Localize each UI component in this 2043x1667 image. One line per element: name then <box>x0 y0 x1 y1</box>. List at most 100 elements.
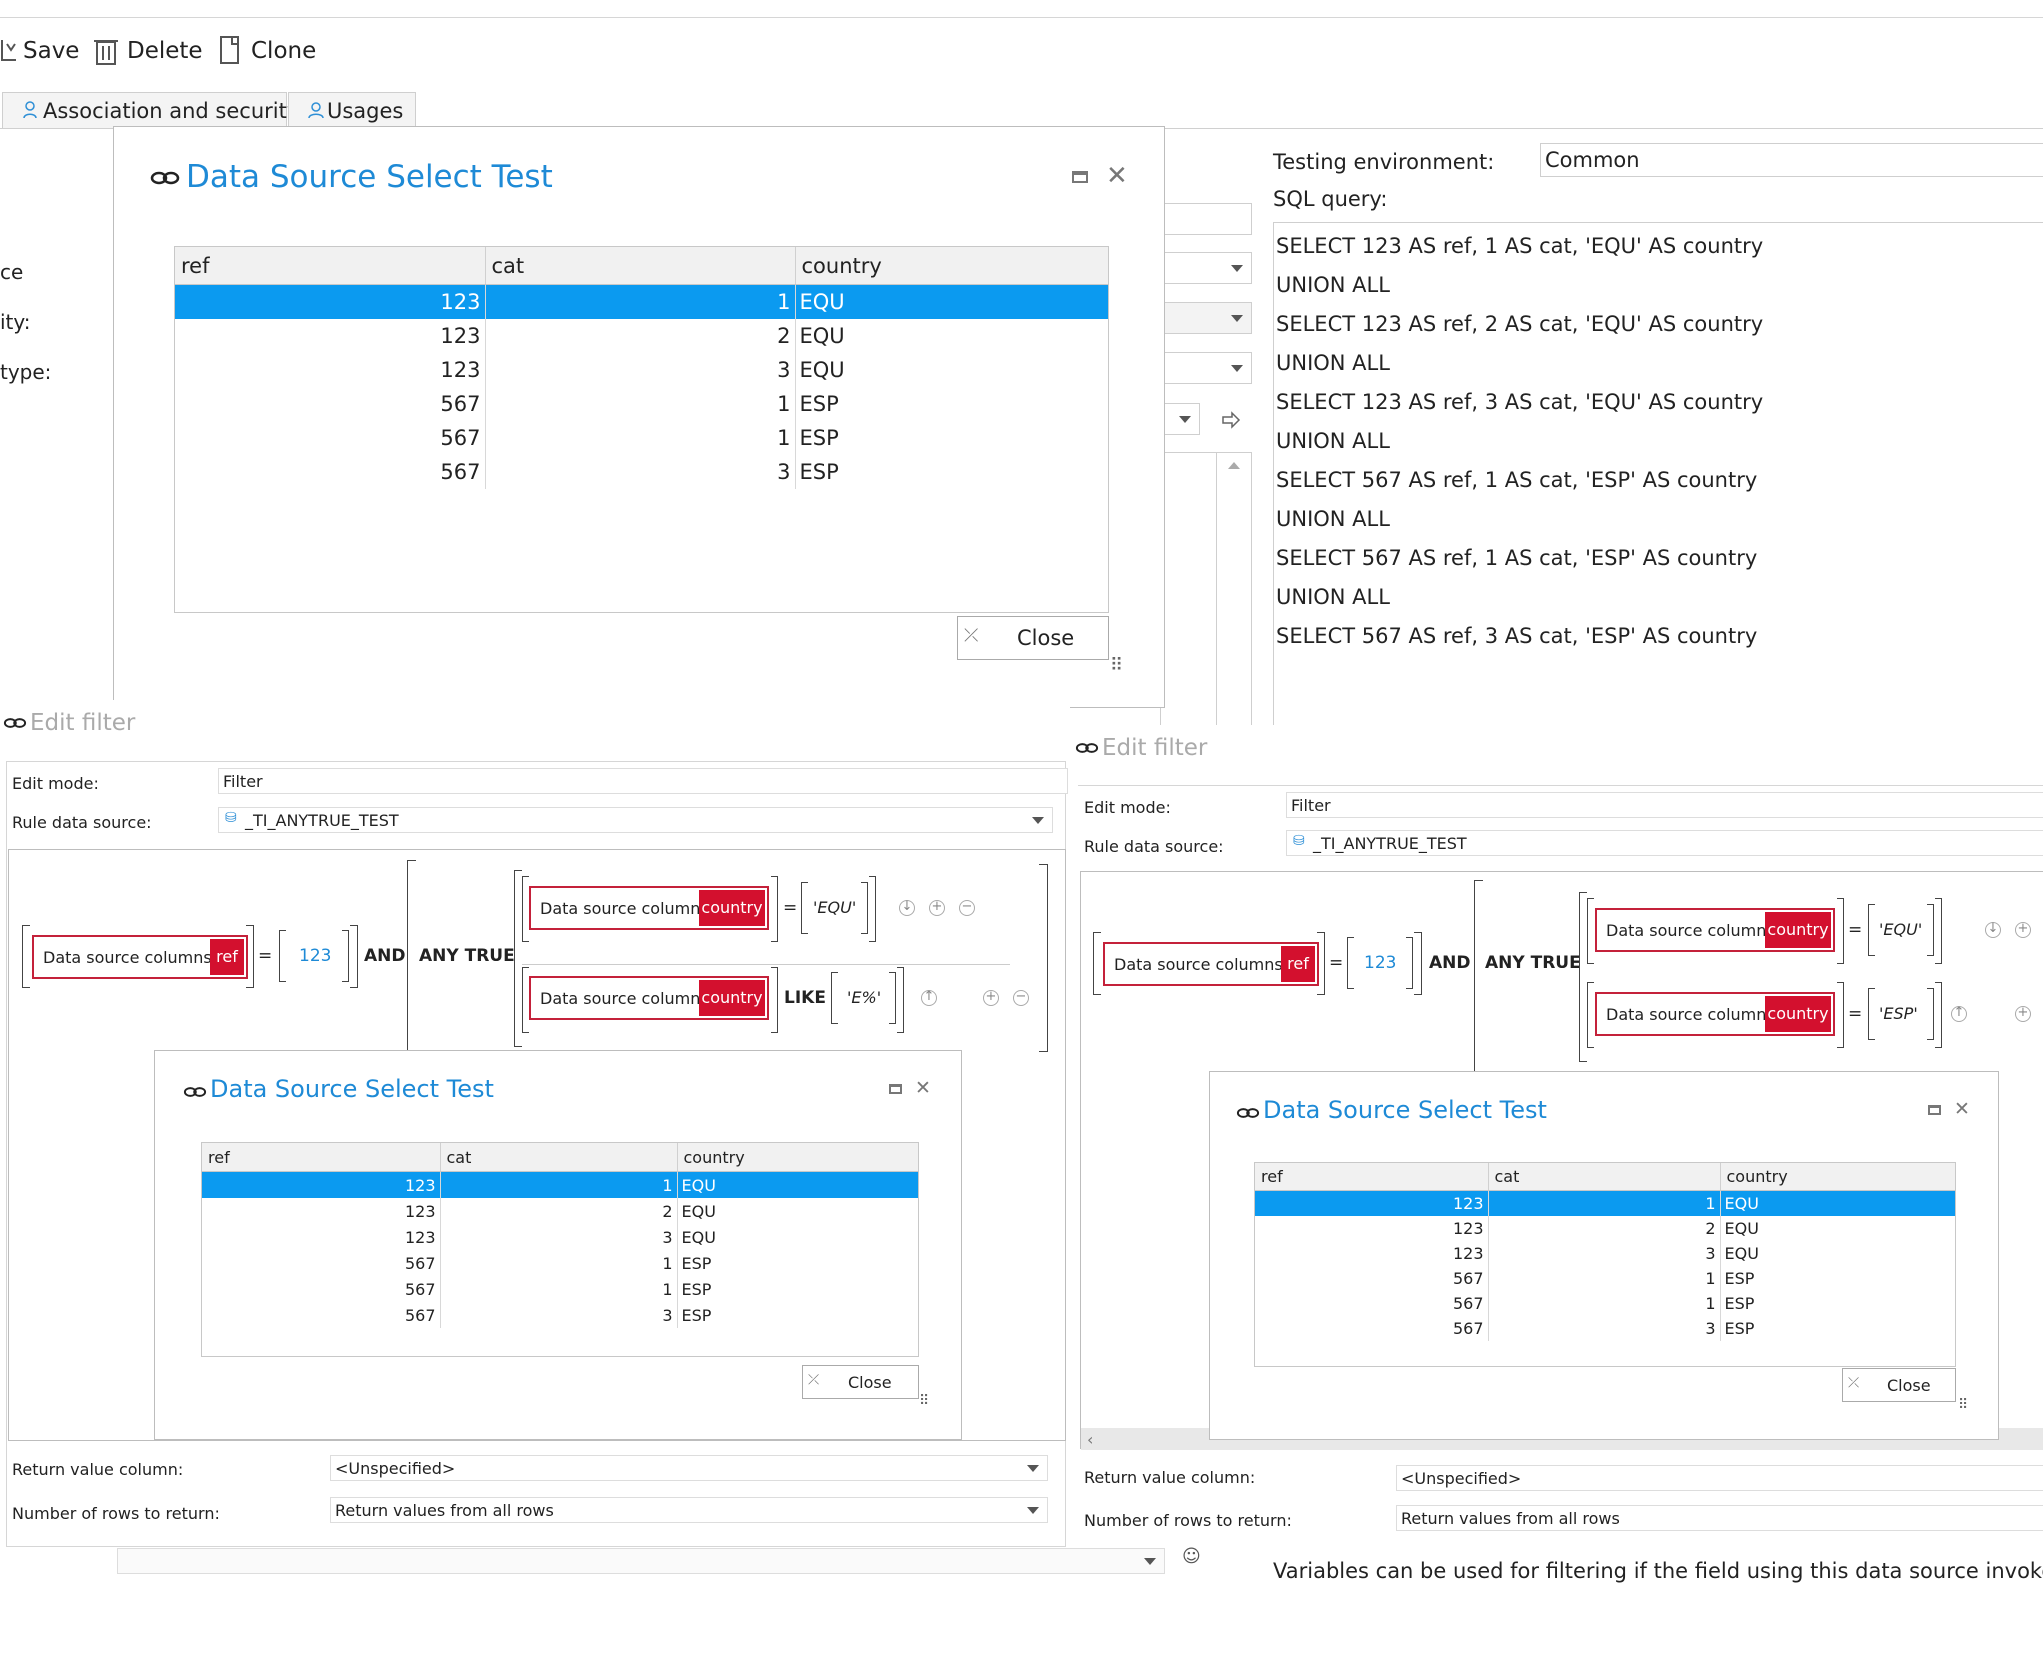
add-icon[interactable]: + <box>2015 1006 2031 1022</box>
bg-bottom-dropdown[interactable] <box>117 1548 1165 1574</box>
close-icon[interactable]: ✕ <box>915 1077 931 1099</box>
bg-dropdown-4[interactable] <box>1160 403 1200 435</box>
tab-usages[interactable]: Usages <box>288 92 416 128</box>
table-cell: EQU <box>795 319 1108 353</box>
close-button-label: Close <box>848 1373 892 1392</box>
bg-dropdown-3[interactable] <box>1160 352 1252 384</box>
bg-dropdown-1[interactable] <box>1160 252 1252 284</box>
value-e-percent[interactable]: 'E%' <box>847 988 882 1007</box>
move-up-icon[interactable]: ↑ <box>1951 1006 1967 1022</box>
table-row[interactable]: 123 3 EQU <box>175 353 1108 387</box>
sql-query-editor[interactable] <box>1273 222 2043 734</box>
rule-source-dropdown[interactable]: ⛁ _TI_ANYTRUE_TEST <box>218 807 1053 833</box>
table-row[interactable]: 567 1 ESP <box>202 1276 918 1302</box>
column-header-ref[interactable]: ref <box>175 247 486 285</box>
maximize-icon[interactable] <box>889 1084 902 1094</box>
value-123[interactable]: 123 <box>1364 953 1397 973</box>
value-esp[interactable]: 'ESP' <box>1879 1004 1918 1023</box>
value-123[interactable]: 123 <box>299 946 332 966</box>
table-row[interactable]: 567 3 ESP <box>202 1302 918 1328</box>
table-row[interactable]: 123 3 EQU <box>202 1224 918 1250</box>
edit-mode-field[interactable]: Filter <box>218 768 1068 794</box>
table-row[interactable]: 123 1 EQU <box>1255 1190 1955 1216</box>
add-icon[interactable]: + <box>929 900 945 916</box>
table-row[interactable]: 567 3 ESP <box>1255 1316 1955 1341</box>
bg-list-area[interactable] <box>1160 452 1252 732</box>
rule-source-dropdown[interactable]: ⛁ _TI_ANYTRUE_TEST <box>1286 830 2043 856</box>
tab-association-security[interactable]: Association and security <box>2 92 299 128</box>
results-grid[interactable]: ref cat country 123 1 EQU 123 2 EQU 123 3 EQU 567 1 ES… <box>1254 1162 1956 1367</box>
table-row[interactable]: 123 1 EQU <box>202 1171 918 1198</box>
clone-button[interactable]: Clone <box>218 34 323 70</box>
add-icon[interactable]: + <box>983 990 999 1006</box>
bg-dropdown-2[interactable] <box>1160 302 1252 334</box>
resize-grip-icon[interactable]: ⠿ <box>1958 1397 1969 1413</box>
scroll-left-icon[interactable]: ‹ <box>1087 1430 1094 1449</box>
column-header-country[interactable]: country <box>795 247 1108 285</box>
column-header-cat[interactable]: cat <box>1488 1163 1721 1191</box>
chip-label: Data source columns <box>1114 955 1283 974</box>
bg-field-1[interactable] <box>1160 203 1252 235</box>
maximize-icon[interactable] <box>1072 171 1088 183</box>
column-header-country[interactable]: country <box>1720 1163 1955 1191</box>
resize-grip-icon[interactable]: ⠿ <box>919 1393 930 1409</box>
chip-data-source-columns-country-1[interactable]: Data source columns country <box>529 886 769 930</box>
column-header-ref[interactable]: ref <box>202 1143 441 1172</box>
scroll-up-icon[interactable] <box>1228 462 1240 469</box>
table-cell: 1 <box>485 284 796 319</box>
results-grid[interactable]: ref cat country 123 1 EQU 123 2 EQU 123 3 EQU 567 1 ES… <box>201 1142 919 1357</box>
column-header-ref[interactable]: ref <box>1255 1163 1489 1191</box>
results-grid[interactable]: ref cat country 123 1 EQU 123 2 EQU 123 3 EQU 567 1 ES… <box>174 246 1109 613</box>
chip-data-source-columns-ref[interactable]: Data source columns ref <box>1103 942 1319 986</box>
save-button[interactable]: Save <box>0 34 79 70</box>
delete-button[interactable]: Delete <box>93 34 203 70</box>
table-row[interactable]: 123 2 EQU <box>1255 1216 1955 1241</box>
return-column-dropdown[interactable]: <Unspecified> <box>330 1455 1048 1481</box>
table-row[interactable]: 123 2 EQU <box>202 1198 918 1224</box>
table-row[interactable]: 567 1 ESP <box>1255 1266 1955 1291</box>
column-header-cat[interactable]: cat <box>440 1143 678 1172</box>
smiley-icon[interactable]: ☺ <box>1182 1546 1201 1567</box>
table-cell: ESP <box>677 1302 918 1328</box>
link-icon <box>1236 1108 1260 1118</box>
testing-env-field[interactable]: Common <box>1540 143 2043 177</box>
value-equ[interactable]: 'EQU' <box>813 898 857 917</box>
value-equ[interactable]: 'EQU' <box>1879 920 1923 939</box>
move-down-icon[interactable]: ↓ <box>899 900 915 916</box>
table-cell: EQU <box>1720 1190 1955 1216</box>
arrow-right-icon[interactable] <box>1220 410 1242 430</box>
sql-line: UNION ALL <box>1276 351 1390 375</box>
edit-mode-field[interactable]: Filter <box>1286 792 2043 818</box>
remove-icon[interactable]: − <box>1013 990 1029 1006</box>
close-button[interactable]: ⤫ Close <box>957 616 1109 660</box>
add-icon[interactable]: + <box>2015 922 2031 938</box>
table-row[interactable]: 123 2 EQU <box>175 319 1108 353</box>
chip-data-source-columns-country-2[interactable]: Data source columns country <box>529 976 769 1020</box>
close-icon[interactable]: ✕ <box>1106 161 1128 191</box>
maximize-icon[interactable] <box>1928 1105 1941 1115</box>
remove-icon[interactable]: − <box>959 900 975 916</box>
column-header-country[interactable]: country <box>677 1143 918 1172</box>
table-row[interactable]: 567 1 ESP <box>175 421 1108 455</box>
chip-data-source-columns-country-2[interactable]: Data source columns country <box>1595 992 1835 1036</box>
table-row[interactable]: 567 1 ESP <box>202 1250 918 1276</box>
table-row[interactable]: 567 1 ESP <box>175 387 1108 421</box>
return-column-dropdown[interactable]: <Unspecified> <box>1396 1465 2043 1491</box>
table-row[interactable]: 567 1 ESP <box>1255 1291 1955 1316</box>
table-row[interactable]: 567 3 ESP <box>175 455 1108 489</box>
close-icon[interactable]: ✕ <box>1954 1098 1970 1120</box>
rows-to-return-dropdown[interactable]: Return values from all rows <box>1396 1505 2043 1531</box>
rows-to-return-dropdown[interactable]: Return values from all rows <box>330 1497 1048 1523</box>
column-header-cat[interactable]: cat <box>485 247 796 285</box>
chip-data-source-columns-country-1[interactable]: Data source columns country <box>1595 908 1835 952</box>
tab-usages-label: Usages <box>327 99 404 123</box>
table-row[interactable]: 123 1 EQU <box>175 284 1108 319</box>
close-button[interactable]: ⤫ Close <box>1842 1368 1956 1402</box>
move-up-icon[interactable]: ↑ <box>921 990 937 1006</box>
close-button[interactable]: ⤫ Close <box>802 1365 919 1399</box>
resize-grip-icon[interactable]: ⠿ <box>1110 655 1124 676</box>
close-x-icon: ⤫ <box>1848 1375 1860 1391</box>
chip-data-source-columns-ref[interactable]: Data source columns ref <box>32 935 248 979</box>
move-down-icon[interactable]: ↓ <box>1985 922 2001 938</box>
table-row[interactable]: 123 3 EQU <box>1255 1241 1955 1266</box>
